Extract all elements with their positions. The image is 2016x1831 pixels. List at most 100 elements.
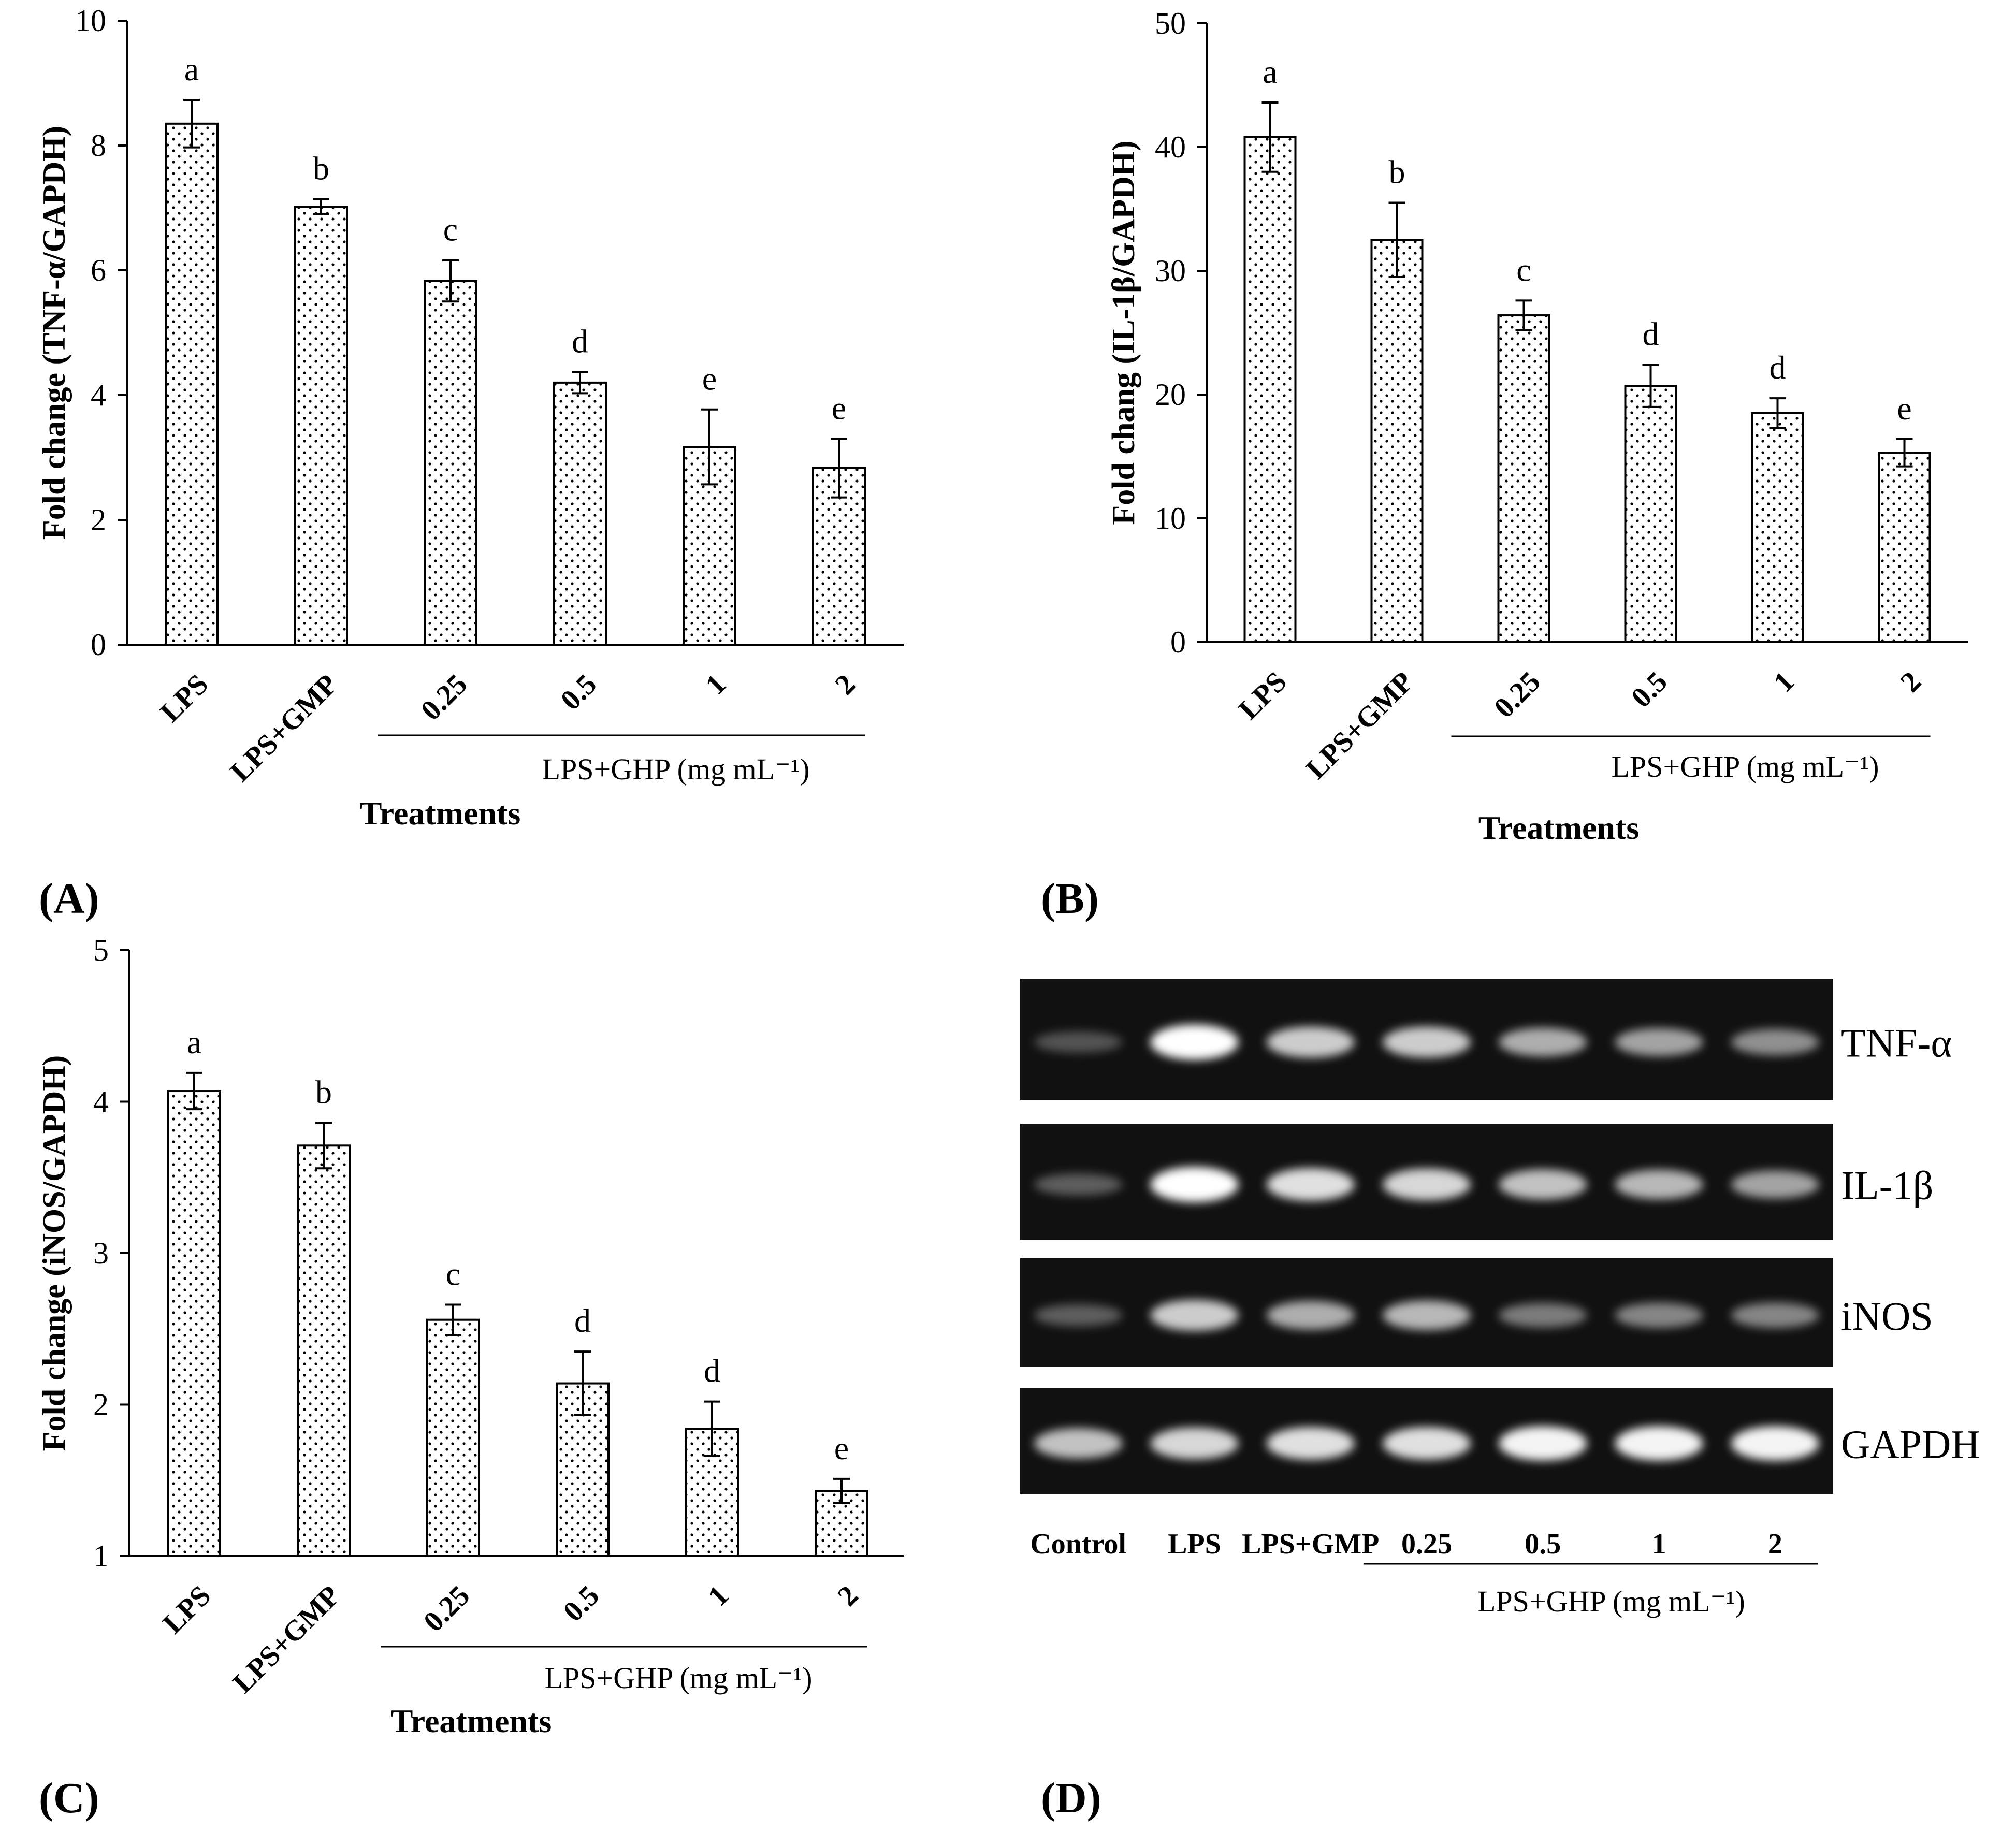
gel-band	[1383, 1300, 1471, 1330]
gel-band	[1150, 1024, 1239, 1060]
panel-b-label: (B)	[1041, 875, 1099, 923]
panel-c-significance-letter: d	[574, 1302, 591, 1339]
gel-band	[1383, 1168, 1471, 1201]
panel-a-bar	[294, 206, 348, 646]
panel-c-bar	[297, 1144, 351, 1557]
panel-b-chart: 0 10 20 30 40 50 Fold chang (IL-1β/GAPDH) a LPS b…	[1106, 6, 1968, 846]
panel-b-significance-letter: c	[1516, 251, 1531, 288]
panel-b-category-label: 2	[1894, 665, 1927, 699]
panel-a-group-label: LPS+GHP (mg mL⁻¹)	[542, 752, 810, 786]
panel-c-y-tick-label: 1	[93, 1539, 109, 1573]
panel-a-category-label: 0.5	[555, 668, 603, 716]
panel-b-y-tick-label: 30	[1155, 254, 1186, 288]
panel-a-significance-letter: a	[184, 51, 199, 88]
panel-c-category-label: 2	[832, 1579, 865, 1612]
gel-band	[1266, 1168, 1355, 1201]
panel-b-significance-letter: e	[1897, 390, 1911, 427]
panel-c-significance-letter: b	[315, 1073, 332, 1110]
panel-c-significance-letter: e	[834, 1430, 849, 1466]
panel-a-bar	[553, 381, 607, 646]
gel-row-label: GAPDH	[1841, 1422, 1980, 1467]
panel-a-y-axis-label: Fold change (TNF-α/GAPDH)	[37, 126, 72, 540]
gel-band	[1731, 1302, 1819, 1328]
panel-b-y-tick-label: 20	[1155, 377, 1186, 412]
panel-b-bar	[1370, 239, 1424, 643]
panel-b-significance-letter: a	[1263, 53, 1277, 90]
gel-lane-label: Control	[1030, 1528, 1126, 1560]
gel-band	[1034, 1173, 1123, 1196]
gel-band	[1266, 1026, 1355, 1058]
panel-c-category-label: 1	[702, 1579, 735, 1612]
gel-band	[1615, 1170, 1703, 1199]
panel-a-bar	[424, 280, 477, 646]
panel-a-significance-letter: c	[443, 211, 458, 248]
panel-c-y-axis-label: Fold change (iNOS/GAPDH)	[37, 1055, 72, 1451]
panel-b-significance-letter: b	[1389, 154, 1405, 191]
panel-c-x-axis-label: Treatments	[391, 1703, 552, 1739]
panel-b-group-label: LPS+GHP (mg mL⁻¹)	[1612, 750, 1879, 783]
panel-c-bar	[167, 1090, 221, 1557]
gel-row-label: iNOS	[1841, 1294, 1933, 1339]
gel-lane-label: 2	[1768, 1528, 1782, 1560]
panel-a-category-label: LPS	[154, 668, 214, 728]
gel-lane-label: 0.5	[1525, 1528, 1561, 1560]
panel-b-category-label: 0.25	[1488, 665, 1547, 724]
panel-b-bar	[1878, 452, 1931, 644]
gel-lane-label: 0.25	[1401, 1528, 1452, 1560]
gel-band	[1034, 1304, 1123, 1327]
gel-band	[1499, 1169, 1587, 1200]
panel-a-bar	[165, 122, 219, 646]
panel-a-y-tick-label: 2	[91, 503, 106, 537]
panel-b-x-axis-label: Treatments	[1478, 809, 1639, 846]
panel-c-category-label: LPS	[157, 1579, 217, 1639]
panel-a-y-tick-label: 10	[75, 4, 106, 38]
gel-band	[1615, 1028, 1703, 1056]
panel-c-group-label: LPS+GHP (mg mL⁻¹)	[545, 1661, 813, 1695]
gel-band	[1034, 1031, 1123, 1053]
panel-c-significance-letter: c	[446, 1255, 460, 1292]
panel-b-y-tick-label: 50	[1155, 6, 1186, 40]
panel-b-category-label: LPS	[1232, 665, 1293, 725]
gel-band	[1731, 1426, 1819, 1461]
panel-a-category-label: 1	[700, 668, 733, 701]
gel-band	[1383, 1427, 1471, 1460]
panel-c-y-tick-label: 2	[93, 1388, 109, 1422]
gel-band	[1731, 1170, 1819, 1199]
panel-a-significance-letter: e	[702, 360, 717, 397]
panel-c-category-label: LPS+GMP	[227, 1579, 346, 1699]
gel-group-label: LPS+GHP (mg mL⁻¹)	[1477, 1585, 1745, 1618]
panel-c-y-tick-label: 4	[93, 1085, 109, 1119]
panel-a-category-label: 2	[829, 668, 862, 701]
panel-b-category-label: 0.5	[1625, 665, 1673, 714]
gel-band	[1615, 1426, 1703, 1461]
panel-b-y-tick-label: 40	[1155, 130, 1186, 164]
gel-band	[1034, 1428, 1123, 1459]
panel-a-significance-letter: e	[832, 389, 846, 426]
gel-lane-label: LPS+GMP	[1242, 1528, 1379, 1560]
panel-b-significance-letter: d	[1770, 349, 1786, 386]
panel-c-chart: 1 2 3 4 5 Fold change (iNOS/GAPDH) a LPS b LPS+GM…	[37, 933, 904, 1739]
panel-d-label: (D)	[1041, 1774, 1101, 1822]
gel-band	[1615, 1302, 1703, 1328]
panel-b-bar	[1497, 314, 1550, 643]
gel-band	[1383, 1026, 1471, 1058]
gel-band	[1150, 1167, 1239, 1202]
panel-a-y-tick-label: 4	[91, 378, 106, 412]
panel-c-category-label: 0.5	[557, 1579, 605, 1627]
panel-a-significance-letter: b	[313, 150, 329, 187]
gel-row-label: IL-1β	[1841, 1163, 1933, 1208]
panel-b-bar	[1624, 385, 1677, 644]
gel-band	[1266, 1427, 1355, 1460]
panel-b-bar	[1751, 412, 1804, 643]
gel-band	[1499, 1027, 1587, 1057]
panel-c-y-tick-label: 5	[93, 933, 109, 967]
panel-a-y-tick-label: 0	[91, 628, 106, 662]
gel-lane-label: 1	[1652, 1528, 1666, 1560]
gel-lane-label: LPS	[1168, 1528, 1221, 1560]
panel-b-y-tick-label: 10	[1155, 501, 1186, 535]
panel-b-category-label: LPS+GMP	[1300, 665, 1419, 785]
panel-a-category-label: LPS+GMP	[224, 668, 344, 788]
panel-a-x-axis-label: Treatments	[360, 795, 520, 832]
panel-a-significance-letter: d	[572, 323, 588, 359]
gel-band	[1150, 1427, 1239, 1460]
